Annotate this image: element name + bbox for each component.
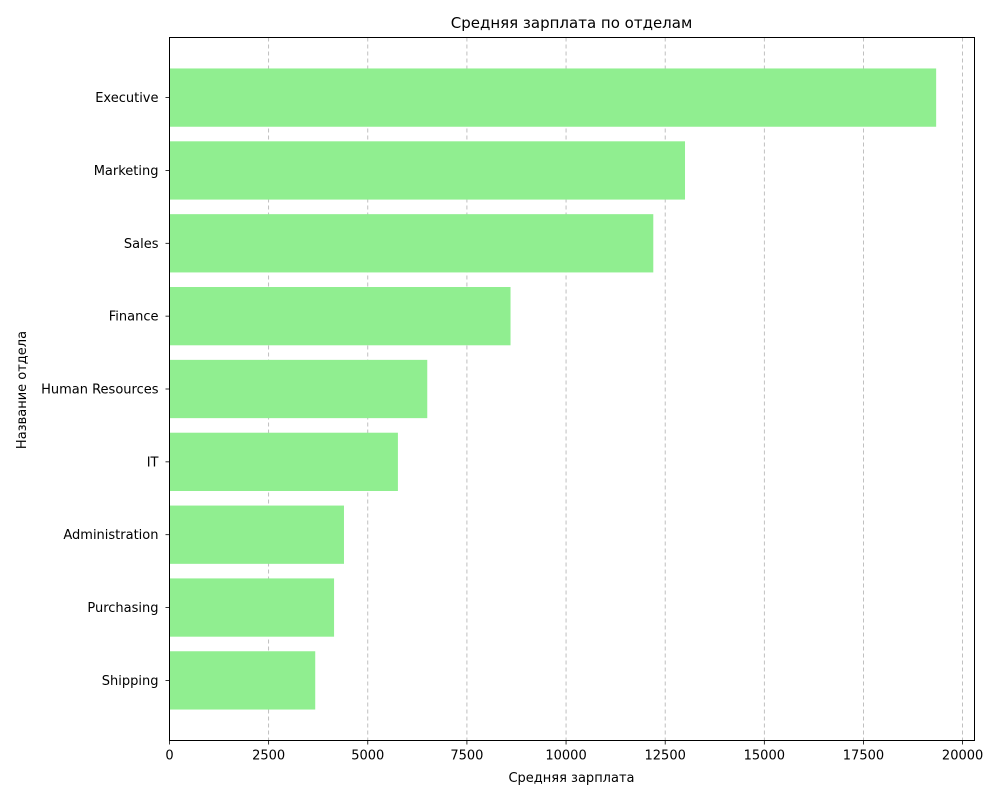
bar-sales bbox=[169, 214, 654, 273]
x-tick-label-15000: 15000 bbox=[744, 749, 785, 764]
y-tick-label-executive: Executive bbox=[95, 91, 158, 106]
x-tick-label-5000: 5000 bbox=[351, 749, 384, 764]
bar-it bbox=[169, 432, 398, 491]
y-tick-label-administration: Administration bbox=[63, 528, 158, 543]
bar-purchasing bbox=[169, 578, 335, 637]
bar-shipping bbox=[169, 651, 316, 710]
bar-administration bbox=[169, 505, 344, 564]
bar-finance bbox=[169, 287, 511, 346]
y-tick-label-shipping: Shipping bbox=[102, 674, 159, 689]
chart-title: Средняя зарплата по отделам bbox=[451, 14, 693, 32]
bar-executive bbox=[169, 68, 937, 127]
x-tick-label-20000: 20000 bbox=[942, 749, 983, 764]
y-tick-label-purchasing: Purchasing bbox=[87, 601, 158, 616]
x-axis-label: Средняя зарплата bbox=[508, 771, 634, 786]
x-axis-ticks: 0 2500 5000 7500 10000 12500 15000 17500 20000 bbox=[165, 740, 983, 764]
y-tick-label-it: IT bbox=[147, 455, 159, 470]
x-tick-label-17500: 17500 bbox=[843, 749, 884, 764]
y-tick-label-sales: Sales bbox=[124, 237, 159, 252]
bar-marketing bbox=[169, 141, 686, 200]
y-tick-label-marketing: Marketing bbox=[94, 164, 159, 179]
y-tick-label-human-resources: Human Resources bbox=[41, 383, 159, 398]
y-axis-ticks: Executive Marketing Sales Finance Human Reso… bbox=[41, 91, 170, 689]
y-axis-label: Название отдела bbox=[15, 331, 30, 449]
bars bbox=[169, 68, 937, 710]
x-tick-label-10000: 10000 bbox=[545, 749, 586, 764]
y-tick-label-finance: Finance bbox=[109, 310, 159, 325]
x-tick-label-12500: 12500 bbox=[645, 749, 686, 764]
x-tick-label-7500: 7500 bbox=[450, 749, 483, 764]
x-tick-label-0: 0 bbox=[165, 749, 173, 764]
bar-human-resources bbox=[169, 359, 428, 419]
x-tick-label-2500: 2500 bbox=[252, 749, 285, 764]
